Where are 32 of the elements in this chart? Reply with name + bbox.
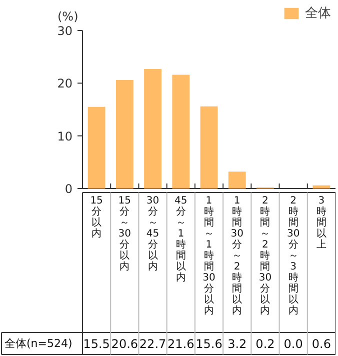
bar — [172, 74, 190, 188]
x-tick-label: 15分以内 — [90, 196, 103, 240]
data-label: 15.6 — [196, 337, 222, 351]
data-label: 0.0 — [284, 337, 303, 351]
data-label: 15.5 — [83, 337, 110, 351]
bar — [228, 172, 246, 188]
data-label: 21.6 — [168, 337, 194, 351]
category-label: 1時間～1時間30分以内 — [202, 196, 216, 316]
y-tick-label: 0 — [64, 182, 73, 196]
y-tick-label: 30 — [57, 24, 73, 38]
x-tick-label: 45分～1時間以内 — [174, 196, 188, 284]
data-label: 3.2 — [228, 337, 247, 351]
y-axis-title: (%) — [58, 10, 78, 24]
data-label: 20.6 — [111, 337, 138, 351]
y-tick-label: 10 — [57, 129, 73, 144]
data-label: 22.7 — [139, 337, 166, 351]
text: 全体(n=524) — [4, 337, 72, 350]
bar — [88, 106, 106, 188]
category-label: 2時間～2時間30分以内 — [258, 196, 272, 316]
legend-label: 全体 — [305, 5, 331, 22]
bar — [312, 185, 330, 188]
data-label: 0.2 — [256, 337, 275, 351]
data-label: 0.6 — [312, 337, 331, 351]
x-tick-label: 30分～45分以内 — [146, 196, 160, 272]
bar — [144, 68, 162, 188]
y-tick-label: 20 — [57, 76, 73, 91]
x-tick-label: 3時間以上 — [316, 196, 326, 250]
x-tick-label: 15分～30分以内 — [118, 196, 132, 272]
bar — [200, 106, 218, 188]
category-label: 1時間30分～2時間以内 — [230, 196, 244, 316]
category-label: 2時間30分～3時間以内 — [286, 196, 300, 316]
bar — [116, 80, 134, 188]
